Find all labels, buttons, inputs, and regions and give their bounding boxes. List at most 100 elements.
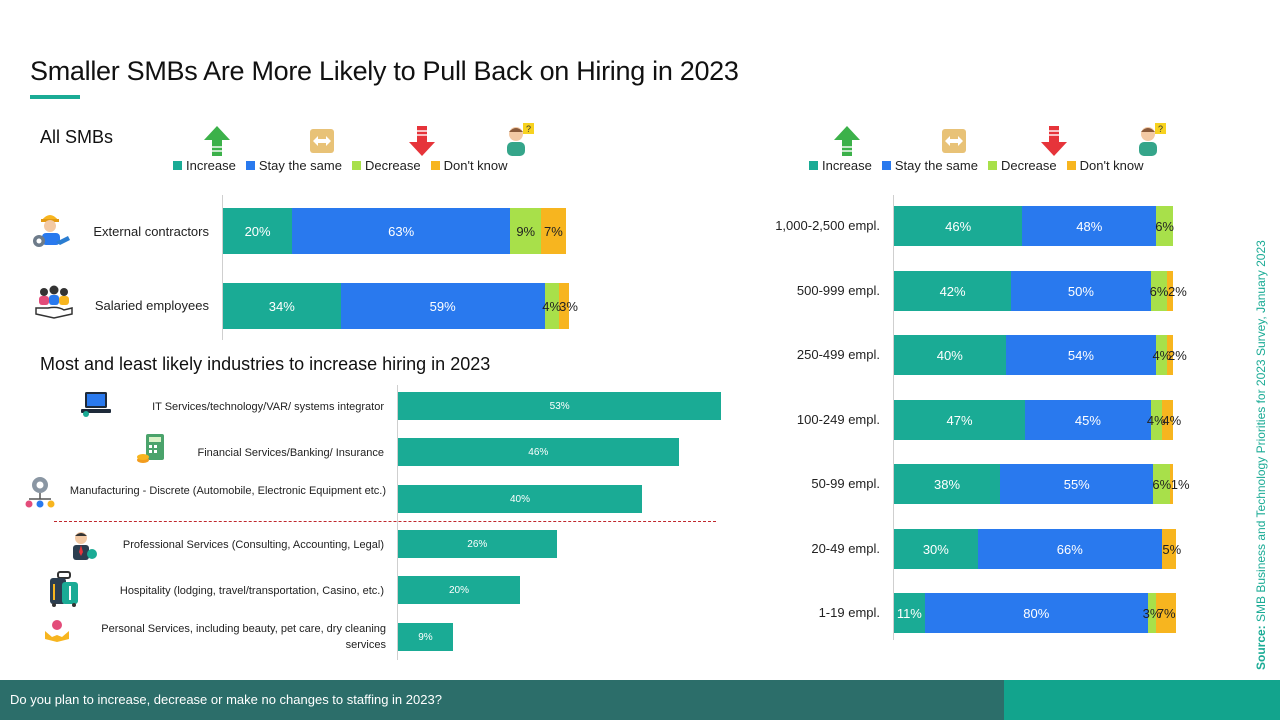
source-prefix: Source: [1254,625,1268,670]
bar-segment-increase: 42% [894,271,1012,311]
category-label: Financial Services/Banking/ Insurance [197,447,384,459]
all-smbs-axis [222,195,223,340]
legend-swatch [987,161,997,170]
team-hand-icon [35,285,73,319]
bar-segment-increase: 34% [223,283,341,329]
bar-segment-dont-know: 3% [558,283,578,329]
bar-segment-stay: 50% [1011,271,1151,311]
data-label: 42% [939,283,966,299]
bar-segment-decrease: 4% [1147,400,1166,440]
bar-segment-dont-know: 2% [1167,271,1187,311]
bar-segment-decrease: 4% [1152,335,1171,375]
section-title-all-smbs: All SMBs [40,127,114,147]
category-label: 20-49 empl. [811,541,880,556]
bar-segment-stay: 45% [1025,400,1151,440]
data-label: 6% [1149,283,1169,299]
data-label: 46% [945,218,972,234]
stacked-bar: 38% 55% 6% 1% [894,464,1190,504]
data-label: 46% [528,446,549,458]
legend-label: Don't know [443,158,508,173]
data-label: 59% [429,298,456,314]
equal-arrows-icon [942,129,966,153]
footer-question: Do you plan to increase, decrease or mak… [10,692,442,707]
laptop-icon [81,392,111,417]
legend-swatch [430,161,440,170]
data-label: 63% [388,223,415,239]
legend-all-smbs: Increase Stay the same Decrease Don't kn… [173,158,508,173]
equal-arrows-icon [310,129,334,153]
arrow-down-icon [409,126,435,156]
arrow-up-icon [204,126,230,156]
stacked-bar: 20% 63% 9% 7% [223,208,566,254]
bar-segment-increase: 38% [894,464,1001,504]
industry-bar: 40% [398,485,642,513]
source-text: SMB Business and Technology Priorities f… [1254,240,1268,626]
svg-text:?: ? [1158,124,1163,134]
bar-segment-dont-know: 4% [1161,400,1181,440]
category-label: 1,000-2,500 empl. [775,218,880,233]
category-label: Personal Services, including beauty, pet… [101,623,386,651]
legend-item-increase: Increase [809,158,872,173]
data-label: 9% [418,631,433,643]
stacked-bar: 42% 50% 6% 2% [894,271,1187,311]
industry-bar: 9% [398,623,453,651]
legend-swatch [1066,161,1076,170]
data-label: 5% [1162,541,1182,557]
legend-label: Decrease [1000,158,1057,173]
category-label: Professional Services (Consulting, Accou… [122,539,384,551]
data-label: 6% [1155,218,1174,234]
category-label: Salaried employees [94,298,209,313]
data-label: 2% [1168,283,1187,299]
category-label: 500-999 empl. [796,283,880,298]
stacked-bar: 11% 80% 3% 7% [894,593,1176,633]
stacked-bar: 47% 45% 4% 4% [894,400,1181,440]
legend-item-decrease: Decrease [987,158,1057,173]
bar-segment-increase: 47% [894,400,1026,440]
bar-segment-increase: 46% [894,206,1023,246]
svg-text:?: ? [526,124,531,134]
industry-bar: 46% [398,438,679,466]
stacked-bar: 34% 59% 4% 3% [223,283,578,329]
hands-care-icon [45,620,69,642]
category-label: External contractors [93,224,209,239]
bar-segment-stay: 63% [292,208,511,254]
category-label: Hospitality (lodging, travel/transportat… [119,585,384,597]
category-label: 50-99 empl. [811,476,880,491]
industry-bar: 26% [398,530,557,558]
data-label: 7% [543,223,563,239]
bar-segment-decrease: 6% [1155,206,1174,246]
legend-swatch [351,161,361,170]
legend-item-dont-know: Don't know [1066,158,1144,173]
data-label: 34% [268,298,295,314]
industries-divider [54,521,716,522]
legend-item-stay: Stay the same [881,158,978,173]
worker-gear-icon [33,215,70,247]
data-label: 6% [1152,476,1172,492]
legend-swatch [809,161,818,170]
luggage-icon [50,571,78,607]
industries-axis [397,385,398,660]
stacked-bar: 40% 54% 4% 2% [894,335,1187,375]
category-label: 1-19 empl. [818,605,880,620]
data-label: 80% [1023,605,1050,621]
data-label: 30% [922,541,949,557]
category-label: Manufacturing - Discrete (Automobile, El… [69,485,386,497]
businessman-icon [73,532,97,560]
title-underline [30,95,80,99]
data-label: 55% [1063,476,1090,492]
data-label: 45% [1074,412,1101,428]
data-label: 7% [1156,605,1176,621]
page-title: Smaller SMBs Are More Likely to Pull Bac… [30,56,739,86]
data-label: 3% [1142,605,1162,621]
size-axis [893,195,894,640]
legend-label: Increase [822,158,872,173]
data-label: 40% [936,347,963,363]
bar-segment-dont-know: 7% [1156,593,1176,633]
industry-bar: 53% [398,392,722,420]
data-label: 38% [933,476,961,492]
legend-item-decrease: Decrease [351,158,421,173]
bar-segment-stay: 66% [977,529,1162,569]
calculator-coins-icon [137,434,164,463]
legend-label: Increase [186,158,236,173]
data-label: 4% [1162,412,1182,428]
